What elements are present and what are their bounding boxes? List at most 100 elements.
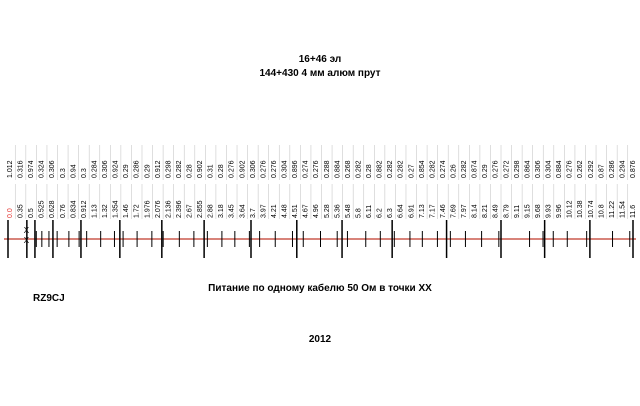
element-length-label: 0.276 <box>493 160 500 178</box>
element-position-label: 0.834 <box>70 200 77 218</box>
element-position-label: 4.96 <box>313 204 320 218</box>
element-position-label: 2.136 <box>165 200 172 218</box>
element-position-label: 2.67 <box>187 204 194 218</box>
element-length-label: 0.316 <box>18 160 25 178</box>
author-callsign: RZ9CJ <box>33 293 65 304</box>
element-length-label: 0.276 <box>313 160 320 178</box>
element-length-label: 0.3 <box>81 168 88 178</box>
element-length-label: 0.28 <box>218 164 225 178</box>
element-length-label: 0.896 <box>292 160 299 178</box>
element-length-label: 0.87 <box>598 164 605 178</box>
element-position-label: 7.69 <box>450 204 457 218</box>
element-length-label: 0.284 <box>91 160 98 178</box>
element-position-label: 1.32 <box>102 204 109 218</box>
element-position-label: 11.6 <box>630 205 637 218</box>
element-position-label: 10.38 <box>577 200 584 218</box>
element-length-label: 0.28 <box>187 164 194 178</box>
element-position-label: 1.354 <box>113 200 120 218</box>
element-length-label: 0.276 <box>260 160 267 178</box>
element-position-label: 5.28 <box>324 204 331 218</box>
element-position-label: 2.855 <box>197 200 204 218</box>
element-length-label: 0.276 <box>271 160 278 178</box>
element-length-label: 0.854 <box>419 160 426 178</box>
element-position-label: 5.8 <box>355 208 362 218</box>
element-length-label: 0.884 <box>334 160 341 178</box>
element-length-label: 0.902 <box>197 160 204 178</box>
element-position-label: 0.0 <box>7 208 14 218</box>
element-position-label: 9.96 <box>556 204 563 218</box>
element-length-label: 0.274 <box>440 160 447 178</box>
element-position-label: 7.46 <box>440 204 447 218</box>
title-bands-material: 144+430 4 мм алюм прут <box>259 68 381 79</box>
element-position-label: 4.21 <box>271 204 278 218</box>
feed-caption: Питание по одному кабелю 50 Ом в точки X… <box>208 283 432 294</box>
element-length-label: 0.94 <box>70 164 77 178</box>
element-position-label: 9.11 <box>514 205 521 218</box>
element-position-label: 3.97 <box>260 204 267 218</box>
element-position-label: 7.17 <box>429 204 436 218</box>
element-position-label: 7.13 <box>419 204 426 218</box>
element-position-label: 0.525 <box>39 200 46 218</box>
element-position-label: 0.912 <box>81 200 88 218</box>
element-length-label: 0.31 <box>208 164 215 178</box>
element-length-label: 0.282 <box>355 160 362 178</box>
element-length-label: 0.27 <box>408 164 415 178</box>
element-length-label: 0.298 <box>514 160 521 178</box>
element-position-label: 1.46 <box>123 204 130 218</box>
element-length-label: 0.286 <box>609 160 616 178</box>
element-length-label: 0.276 <box>229 160 236 178</box>
element-length-label: 0.294 <box>619 160 626 178</box>
element-position-label: 0.35 <box>18 204 25 218</box>
element-position-label: 3.64 <box>239 204 246 218</box>
element-length-label: 0.882 <box>377 160 384 178</box>
element-marks: 1.012 0.0 0.316 0.35 0.974 0.5 0.324 0.525 0.306… <box>7 145 637 258</box>
element-length-label: 0.274 <box>303 160 310 178</box>
element-length-label: 0.282 <box>176 160 183 178</box>
element-length-label: 0.304 <box>546 160 553 178</box>
element-position-label: 9.68 <box>535 204 542 218</box>
element-position-label: 2.076 <box>155 200 162 218</box>
element-position-label: 3.7 <box>250 208 257 218</box>
element-length-label: 0.272 <box>503 160 510 178</box>
element-position-label: 0.628 <box>49 200 56 218</box>
element-position-label: 0.76 <box>60 204 67 218</box>
feed-point-mark: X <box>24 236 30 245</box>
element-length-label: 0.29 <box>123 164 130 178</box>
element-length-label: 0.874 <box>472 160 479 178</box>
element-position-label: 7.97 <box>461 204 468 218</box>
element-length-label: 0.29 <box>482 164 489 178</box>
element-length-label: 0.282 <box>461 160 468 178</box>
element-length-label: 0.26 <box>450 164 457 178</box>
element-position-label: 8.79 <box>503 204 510 218</box>
element-position-label: 1.976 <box>144 200 151 218</box>
element-length-label: 0.298 <box>165 160 172 178</box>
element-length-label: 0.29 <box>144 164 151 178</box>
element-length-label: 0.324 <box>39 160 46 178</box>
element-position-label: 2.88 <box>208 204 215 218</box>
element-position-label: 6.11 <box>366 205 373 218</box>
element-position-label: 6.3 <box>387 208 394 218</box>
element-position-label: 6.2 <box>377 208 384 218</box>
element-length-label: 0.28 <box>366 164 373 178</box>
element-position-label: 0.5 <box>28 208 35 218</box>
element-length-label: 0.268 <box>345 160 352 178</box>
element-length-label: 0.306 <box>102 160 109 178</box>
element-position-label: 10.74 <box>588 200 595 218</box>
element-position-label: 4.67 <box>303 204 310 218</box>
element-length-label: 0.276 <box>567 160 574 178</box>
element-length-label: 0.876 <box>630 160 637 178</box>
element-position-label: 4.51 <box>292 204 299 218</box>
element-length-label: 0.286 <box>134 160 141 178</box>
element-position-label: 3.45 <box>229 204 236 218</box>
element-position-label: 2.396 <box>176 200 183 218</box>
element-length-label: 0.304 <box>282 160 289 178</box>
element-position-label: 10.8 <box>598 204 605 218</box>
element-position-label: 8.49 <box>493 204 500 218</box>
element-position-label: 3.18 <box>218 204 225 218</box>
title-elements: 16+46 эл <box>298 54 342 65</box>
element-position-label: 6.91 <box>408 204 415 218</box>
element-position-label: 1.72 <box>134 204 141 218</box>
element-length-label: 1.012 <box>7 160 14 178</box>
element-length-label: 0.902 <box>239 160 246 178</box>
